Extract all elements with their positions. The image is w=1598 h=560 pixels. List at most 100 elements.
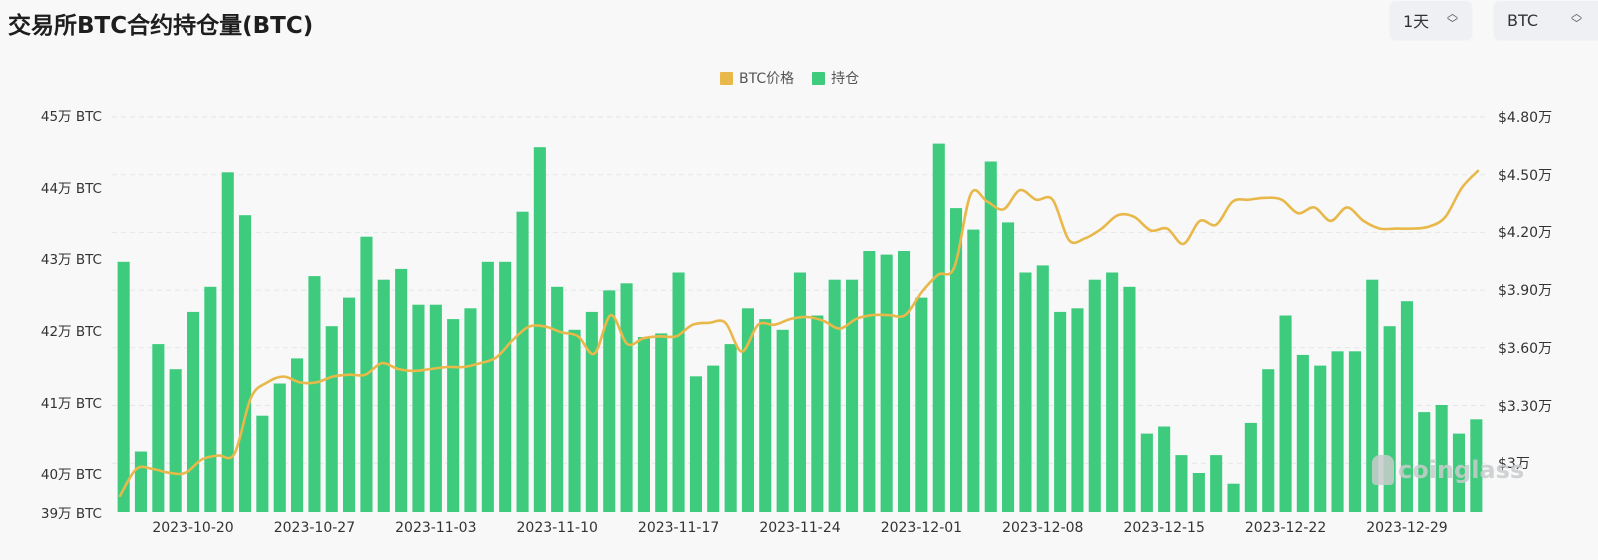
open-interest-bar[interactable]: [1331, 351, 1344, 512]
open-interest-bar[interactable]: [863, 251, 876, 512]
x-axis-tick: 2023-12-08: [1002, 520, 1084, 536]
open-interest-bar[interactable]: [1435, 405, 1448, 512]
open-interest-bar[interactable]: [134, 451, 147, 513]
x-axis-tick: 2023-12-15: [1123, 520, 1205, 536]
open-interest-bar[interactable]: [1106, 272, 1119, 513]
open-interest-bar[interactable]: [377, 279, 390, 512]
open-interest-bar[interactable]: [898, 251, 911, 512]
open-interest-bar[interactable]: [1400, 301, 1413, 512]
chevron-updown-icon: ︿ ﹀: [1571, 7, 1582, 30]
open-interest-bar[interactable]: [932, 143, 945, 512]
open-interest-bar[interactable]: [1452, 433, 1465, 512]
open-interest-bar[interactable]: [967, 229, 980, 512]
open-interest-bar[interactable]: [1158, 426, 1171, 513]
coinglass-watermark: coinglass: [1372, 455, 1524, 485]
open-interest-bar[interactable]: [1140, 433, 1153, 512]
open-interest-bar[interactable]: [1348, 351, 1361, 512]
open-interest-bar[interactable]: [741, 308, 754, 512]
open-interest-bar[interactable]: [1418, 412, 1431, 512]
open-interest-bar[interactable]: [221, 172, 234, 513]
open-interest-bar[interactable]: [1054, 311, 1067, 512]
right-axis-tick: $4.80万: [1498, 110, 1553, 126]
open-interest-bar[interactable]: [1470, 419, 1483, 512]
open-interest-bar[interactable]: [447, 319, 460, 512]
open-interest-bar[interactable]: [256, 415, 269, 512]
open-interest-bar[interactable]: [568, 329, 581, 512]
open-interest-bar[interactable]: [412, 304, 425, 512]
open-interest-bar[interactable]: [672, 272, 685, 513]
open-interest-bar[interactable]: [533, 147, 546, 512]
open-interest-bar[interactable]: [204, 286, 217, 512]
open-interest-bar[interactable]: [1366, 279, 1379, 512]
open-interest-bar[interactable]: [481, 261, 494, 512]
x-axis-tick: 2023-12-29: [1366, 520, 1448, 536]
open-interest-bar[interactable]: [655, 333, 668, 512]
x-axis-tick: 2023-11-17: [637, 520, 720, 536]
open-interest-bar[interactable]: [1175, 455, 1188, 512]
open-interest-bar[interactable]: [551, 286, 564, 512]
chart-legend: BTC价格 持仓: [720, 68, 871, 88]
open-interest-bar[interactable]: [1296, 354, 1309, 512]
open-interest-bar[interactable]: [828, 279, 841, 512]
open-interest-bar[interactable]: [1227, 483, 1240, 512]
legend-item-open-interest[interactable]: 持仓: [812, 68, 859, 88]
open-interest-bar[interactable]: [585, 311, 598, 512]
open-interest-bar[interactable]: [811, 315, 824, 513]
left-axis-tick: 44万 BTC: [40, 181, 102, 197]
open-interest-bar[interactable]: [1314, 365, 1327, 512]
open-interest-bar[interactable]: [984, 161, 997, 513]
open-interest-bar[interactable]: [707, 365, 720, 512]
open-interest-bar[interactable]: [429, 304, 442, 512]
open-interest-bar[interactable]: [273, 383, 286, 513]
open-interest-bar[interactable]: [464, 308, 477, 512]
open-interest-bar[interactable]: [239, 215, 252, 512]
open-interest-bar[interactable]: [724, 344, 737, 512]
open-interest-bar[interactable]: [950, 208, 963, 512]
open-interest-bar[interactable]: [1244, 422, 1257, 512]
open-interest-bar[interactable]: [1210, 455, 1223, 512]
open-interest-bar[interactable]: [776, 329, 789, 512]
open-interest-bar[interactable]: [793, 272, 806, 513]
open-interest-bar[interactable]: [759, 319, 772, 512]
x-axis-tick: 2023-12-01: [880, 520, 963, 536]
open-interest-bar[interactable]: [187, 311, 200, 512]
legend-item-btc-price[interactable]: BTC价格: [720, 68, 794, 88]
interval-select[interactable]: 1天 ︿ ﹀: [1390, 1, 1472, 39]
open-interest-bar[interactable]: [1279, 315, 1292, 513]
open-interest-bar[interactable]: [1019, 272, 1032, 513]
open-interest-bar[interactable]: [1071, 308, 1084, 512]
legend-label-oi: 持仓: [831, 71, 860, 87]
open-interest-bar[interactable]: [117, 261, 130, 512]
x-axis-tick: 2023-11-24: [759, 520, 841, 536]
open-interest-bar[interactable]: [499, 261, 512, 512]
open-interest-bar[interactable]: [325, 326, 338, 512]
open-interest-bar[interactable]: [1036, 265, 1049, 512]
page-title: 交易所BTC合约持仓量(BTC): [8, 13, 314, 39]
open-interest-bar[interactable]: [291, 358, 304, 512]
open-interest-bar[interactable]: [620, 283, 633, 512]
open-interest-bar[interactable]: [637, 337, 650, 512]
open-interest-bar[interactable]: [1192, 473, 1205, 512]
open-interest-bar[interactable]: [1123, 286, 1136, 512]
open-interest-bar[interactable]: [846, 279, 859, 512]
open-interest-bar[interactable]: [689, 376, 702, 512]
open-interest-bar[interactable]: [308, 276, 321, 512]
coinglass-logo-icon: [1372, 455, 1394, 485]
open-interest-bar[interactable]: [343, 297, 356, 512]
open-interest-bar[interactable]: [516, 211, 529, 512]
open-interest-bar[interactable]: [603, 290, 616, 512]
open-interest-bar[interactable]: [1088, 279, 1101, 512]
open-interest-bar[interactable]: [880, 254, 893, 512]
open-interest-bar[interactable]: [1002, 222, 1015, 512]
chevron-updown-icon: ︿ ﹀: [1447, 7, 1458, 30]
right-axis-tick: $3万: [1498, 456, 1530, 473]
open-interest-bar[interactable]: [152, 344, 165, 512]
open-interest-bar[interactable]: [1262, 369, 1275, 512]
x-axis-tick: 2023-11-03: [395, 520, 477, 536]
interval-select-value: 1天: [1403, 12, 1430, 31]
open-interest-bar[interactable]: [915, 297, 928, 512]
open-interest-bar[interactable]: [395, 268, 408, 512]
open-interest-bar[interactable]: [169, 369, 182, 512]
coin-select[interactable]: BTC ︿ ﹀: [1494, 1, 1598, 39]
